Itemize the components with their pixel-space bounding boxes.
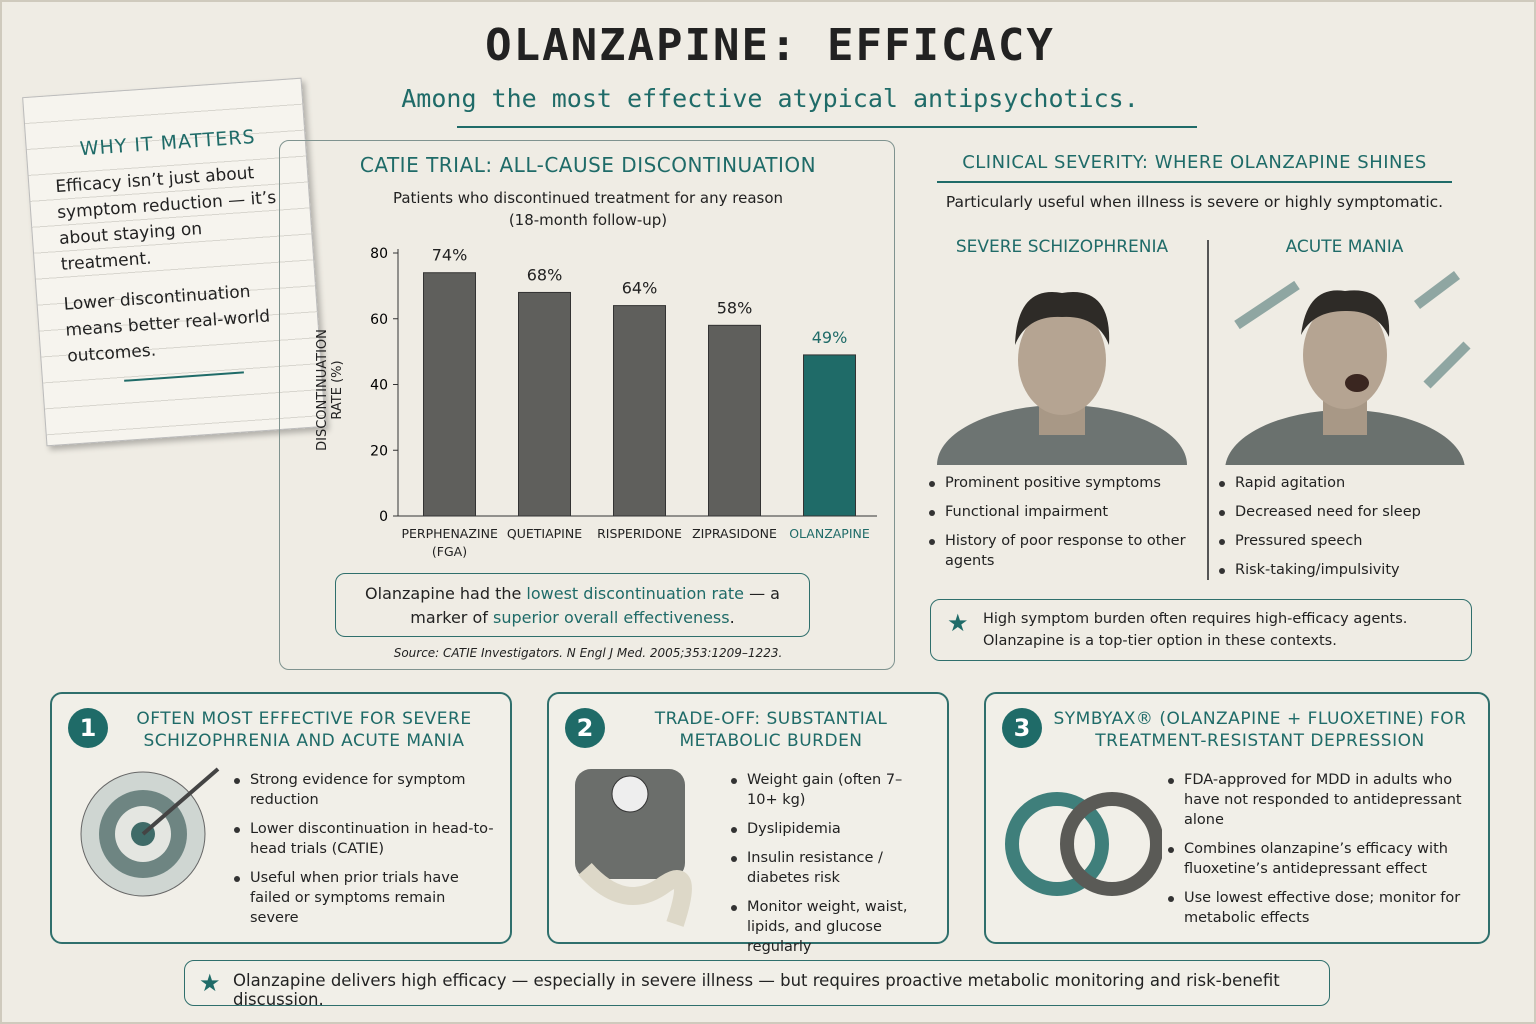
bar bbox=[613, 305, 666, 517]
x-tick-label: ZIPRASIDONE bbox=[692, 526, 777, 541]
bullet-list: FDA-approved for MDD in adults who have … bbox=[1166, 770, 1472, 937]
y-tick-label: 40 bbox=[370, 378, 388, 394]
card-number: 3 bbox=[1002, 708, 1042, 748]
severity-column: SEVERE SCHIZOPHRENIA Prominent positive … bbox=[927, 237, 1197, 580]
bullet: Pressured speech bbox=[1217, 531, 1472, 551]
portrait-illustration bbox=[937, 292, 1187, 465]
y-tick-label: 0 bbox=[379, 509, 388, 525]
column-title: ACUTE MANIA bbox=[1285, 237, 1404, 257]
info-card: 3 SYMBYAX® (OLANZAPINE + FLUOXETINE) FOR … bbox=[984, 692, 1490, 944]
bullet: Dyslipidemia bbox=[729, 819, 931, 839]
info-card: 1 OFTEN MOST EFFECTIVE FOR SEVERE SCHIZOP… bbox=[50, 692, 512, 944]
page-title: OLANZAPINE: EFFICACY bbox=[485, 20, 1055, 71]
value-label: 68% bbox=[527, 265, 563, 284]
bullet: Functional impairment bbox=[927, 502, 1197, 522]
portrait-illustration bbox=[1225, 271, 1471, 465]
note-paragraph: Efficacy isn’t just about symptom reduct… bbox=[54, 163, 277, 275]
card-title: TRADE-OFF: SUBSTANTIAL METABOLIC BURDEN bbox=[654, 709, 888, 751]
y-axis-label: DISCONTINUATION RATE (%) bbox=[315, 329, 345, 451]
annotation-part: . bbox=[729, 608, 735, 627]
column-title: SEVERE SCHIZOPHRENIA bbox=[955, 237, 1169, 257]
bullet: Prominent positive symptoms bbox=[927, 473, 1197, 493]
bullet: Risk-taking/impulsivity bbox=[1217, 560, 1472, 580]
card-title: OFTEN MOST EFFECTIVE FOR SEVERE SCHIZOPH… bbox=[136, 709, 472, 751]
value-label: 58% bbox=[717, 298, 753, 317]
list: Rapid agitation Decreased need for sleep P… bbox=[1217, 473, 1472, 580]
bar bbox=[423, 272, 476, 517]
bullet-list: Rapid agitation Decreased need for sleep P… bbox=[1217, 473, 1472, 580]
severity-rule bbox=[937, 181, 1452, 183]
info-card: 2 TRADE-OFF: SUBSTANTIAL METABOLIC BURDEN… bbox=[547, 692, 949, 955]
chart-subtitle: Patients who discontinued treatment for … bbox=[392, 189, 784, 229]
y-tick-label: 60 bbox=[370, 312, 388, 328]
annotation-part: superior overall effectiveness bbox=[492, 608, 730, 627]
x-tick-label: RISPERIDONE bbox=[597, 526, 682, 541]
bar bbox=[708, 324, 761, 517]
bullet-list: Strong evidence for symptom reduction Low… bbox=[232, 770, 494, 937]
value-label: 74% bbox=[432, 246, 468, 265]
footer-banner: ★ Olanzapine delivers high efficacy — es… bbox=[184, 960, 1330, 1009]
bullet: Weight gain (often 7–10+ kg) bbox=[729, 770, 931, 810]
note-underline bbox=[124, 371, 244, 382]
bullet: Decreased need for sleep bbox=[1217, 502, 1472, 522]
bullet: History of poor response to other agents bbox=[927, 531, 1197, 571]
severity-callout: ★ High symptom burden often requires hig… bbox=[930, 599, 1472, 661]
bullet: Monitor weight, waist, lipids, and gluco… bbox=[729, 897, 931, 957]
chart-title: CATIE TRIAL: ALL-CAUSE DISCONTINUATION bbox=[359, 153, 817, 177]
footer-text: Olanzapine delivers high efficacy — espe… bbox=[233, 971, 1280, 1009]
severity-section: CLINICAL SEVERITY: WHERE OLANZAPINE SHIN… bbox=[917, 152, 1472, 211]
y-tick-label: 80 bbox=[370, 246, 388, 262]
star-icon: ★ bbox=[947, 609, 969, 637]
severity-title: CLINICAL SEVERITY: WHERE OLANZAPINE SHIN… bbox=[962, 152, 1427, 173]
bullet: Lower discontinuation in head-to-head tr… bbox=[232, 819, 494, 859]
note-title: WHY IT MATTERS bbox=[79, 126, 257, 161]
chart-annotation: Olanzapine had the lowest discontinuatio… bbox=[335, 573, 810, 637]
y-tick-label: 20 bbox=[370, 443, 388, 459]
card-illustration bbox=[1005, 792, 1162, 896]
card-illustration bbox=[575, 769, 692, 927]
bullet-list: Weight gain (often 7–10+ kg) Dyslipidemia… bbox=[729, 770, 931, 966]
note-paragraph: Lower discontinuation means better real-… bbox=[63, 281, 271, 367]
annotation-part: Olanzapine had the bbox=[365, 584, 527, 603]
bullet: Useful when prior trials have failed or … bbox=[232, 868, 494, 928]
bullet: Combines olanzapine’s efficacy with fluo… bbox=[1166, 839, 1472, 879]
value-label: 49% bbox=[812, 328, 848, 347]
chart-svg: 0 20 40 60 80 74% 68% 64% 58% 49% bbox=[370, 246, 877, 525]
bullet: Strong evidence for symptom reduction bbox=[232, 770, 494, 810]
column-divider bbox=[1207, 240, 1209, 580]
card-number: 2 bbox=[565, 708, 605, 748]
list: Prominent positive symptoms Functional im… bbox=[927, 473, 1197, 571]
card-illustration bbox=[80, 767, 220, 897]
severity-intro: Particularly useful when illness is seve… bbox=[945, 193, 1444, 211]
bullet: Insulin resistance / diabetes risk bbox=[729, 848, 931, 888]
page-subtitle: Among the most effective atypical antips… bbox=[401, 84, 1139, 113]
bullet: Use lowest effective dose; monitor for m… bbox=[1166, 888, 1472, 928]
chart-source: Source: CATIE Investigators. N Engl J Me… bbox=[393, 646, 783, 660]
annotation-part: — a marker of bbox=[410, 584, 780, 627]
bar bbox=[518, 291, 571, 517]
card-number: 1 bbox=[68, 708, 108, 748]
star-icon: ★ bbox=[199, 969, 221, 997]
x-tick-label: PERPHENAZINE (FGA) bbox=[401, 526, 498, 559]
bullet-list: Prominent positive symptoms Functional im… bbox=[927, 473, 1197, 571]
severity-column: ACUTE MANIA Rapid agitation Decreased nee… bbox=[1217, 237, 1472, 589]
bullet: FDA-approved for MDD in adults who have … bbox=[1166, 770, 1472, 830]
card-title: SYMBYAX® (OLANZAPINE + FLUOXETINE) FOR T… bbox=[1053, 709, 1467, 751]
value-label: 64% bbox=[622, 279, 658, 298]
divider bbox=[457, 126, 1197, 128]
x-tick-label: OLANZAPINE bbox=[789, 526, 870, 541]
bullet: Rapid agitation bbox=[1217, 473, 1472, 493]
callout-text: High symptom burden often requires high-… bbox=[983, 611, 1408, 649]
annotation-part: lowest discontinuation rate bbox=[526, 584, 744, 603]
x-tick-label: QUETIAPINE bbox=[506, 526, 583, 541]
chart-panel: CATIE TRIAL: ALL-CAUSE DISCONTINUATION P… bbox=[279, 140, 895, 670]
bar bbox=[803, 354, 856, 517]
list: Efficacy isn’t just about symptom reduct… bbox=[55, 158, 298, 370]
